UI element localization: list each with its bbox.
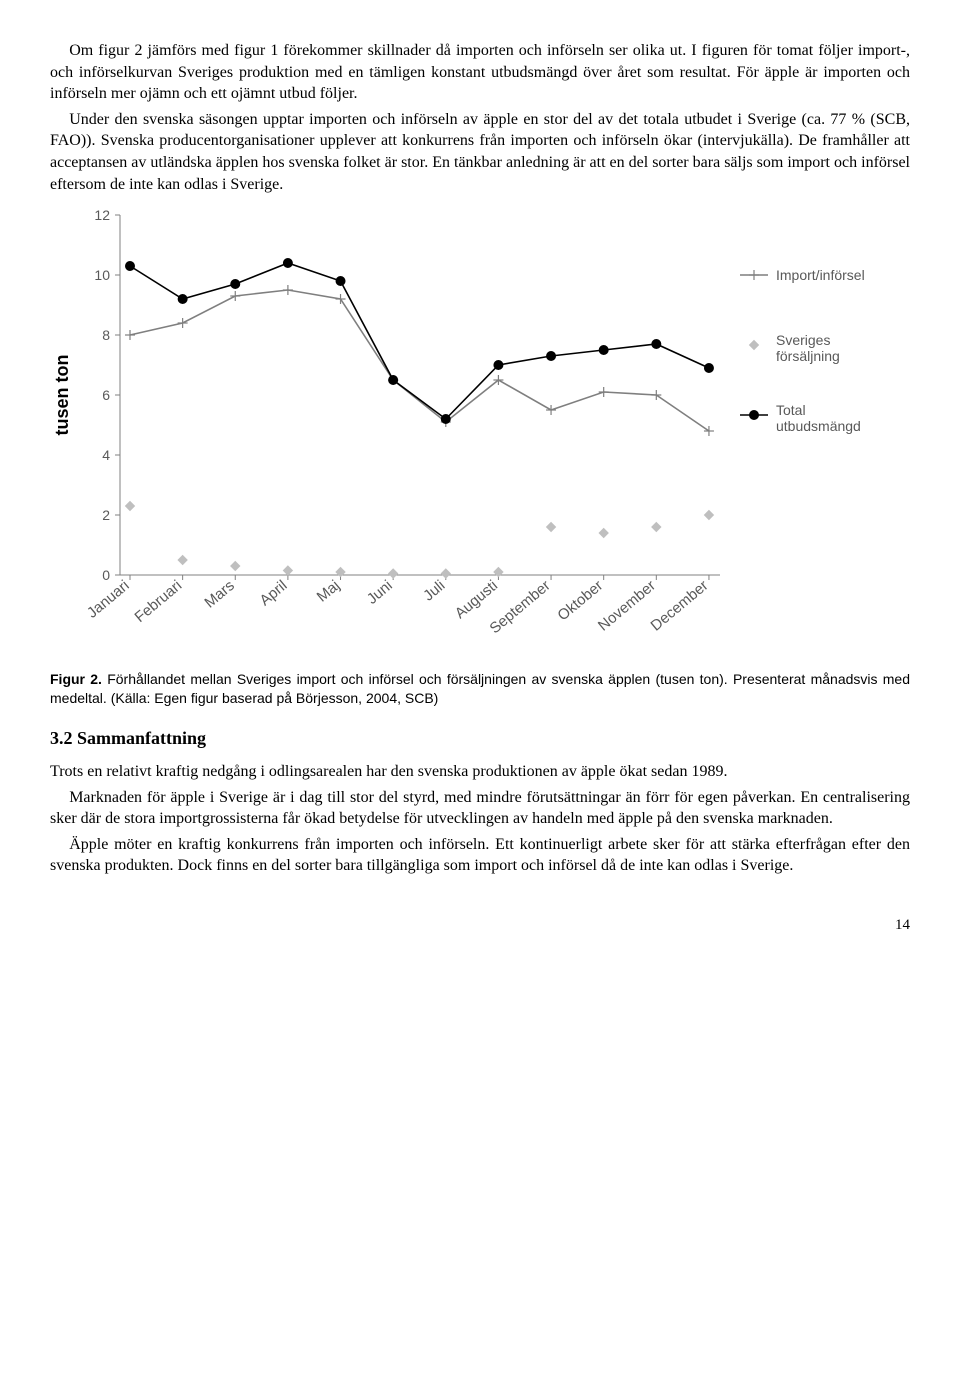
svg-text:December: December	[648, 577, 712, 635]
svg-text:Augusti: Augusti	[452, 577, 501, 622]
svg-text:8: 8	[102, 327, 110, 343]
svg-text:Juni: Juni	[364, 577, 396, 608]
paragraph-1: Om figur 2 jämförs med figur 1 förekomme…	[50, 40, 910, 105]
paragraph-5: Äpple möter en kraftig konkurrens från i…	[50, 834, 910, 877]
svg-text:12: 12	[94, 207, 110, 223]
svg-text:tusen ton: tusen ton	[52, 355, 72, 436]
paragraph-4: Marknaden för äpple i Sverige är i dag t…	[50, 787, 910, 830]
svg-text:Oktober: Oktober	[554, 577, 606, 624]
caption-text: Förhållandet mellan Sveriges import och …	[50, 671, 910, 706]
figure-2-caption: Figur 2. Förhållandet mellan Sveriges im…	[50, 670, 910, 708]
svg-text:Januari: Januari	[84, 577, 133, 622]
svg-text:Sveriges: Sveriges	[776, 332, 830, 348]
svg-text:försäljning: försäljning	[776, 348, 840, 364]
paragraph-2: Under den svenska säsongen upptar import…	[50, 109, 910, 195]
paragraph-3: Trots en relativt kraftig nedgång i odli…	[50, 761, 910, 783]
page-number: 14	[50, 917, 910, 934]
svg-text:10: 10	[94, 267, 110, 283]
svg-text:utbudsmängd: utbudsmängd	[776, 418, 861, 434]
caption-label: Figur 2.	[50, 671, 102, 687]
svg-text:6: 6	[102, 387, 110, 403]
svg-text:4: 4	[102, 447, 110, 463]
svg-text:Februari: Februari	[131, 577, 185, 626]
svg-text:Maj: Maj	[314, 577, 343, 606]
svg-text:2: 2	[102, 507, 110, 523]
chart-svg: 0 2 4 6 8 10 12 JanuariFebruari Mars April Maj Juni…	[50, 205, 910, 645]
svg-text:Mars: Mars	[201, 577, 237, 611]
section-heading-3-2: 3.2 Sammanfattning	[50, 728, 910, 749]
svg-text:Juli: Juli	[420, 577, 448, 604]
svg-text:November: November	[595, 577, 659, 635]
svg-text:0: 0	[102, 567, 110, 583]
chart-figure-2: 0 2 4 6 8 10 12 JanuariFebruari Mars April Maj Juni…	[50, 205, 910, 650]
svg-text:Import/införsel: Import/införsel	[776, 267, 865, 283]
svg-text:April: April	[257, 577, 291, 609]
svg-text:Total: Total	[776, 402, 806, 418]
